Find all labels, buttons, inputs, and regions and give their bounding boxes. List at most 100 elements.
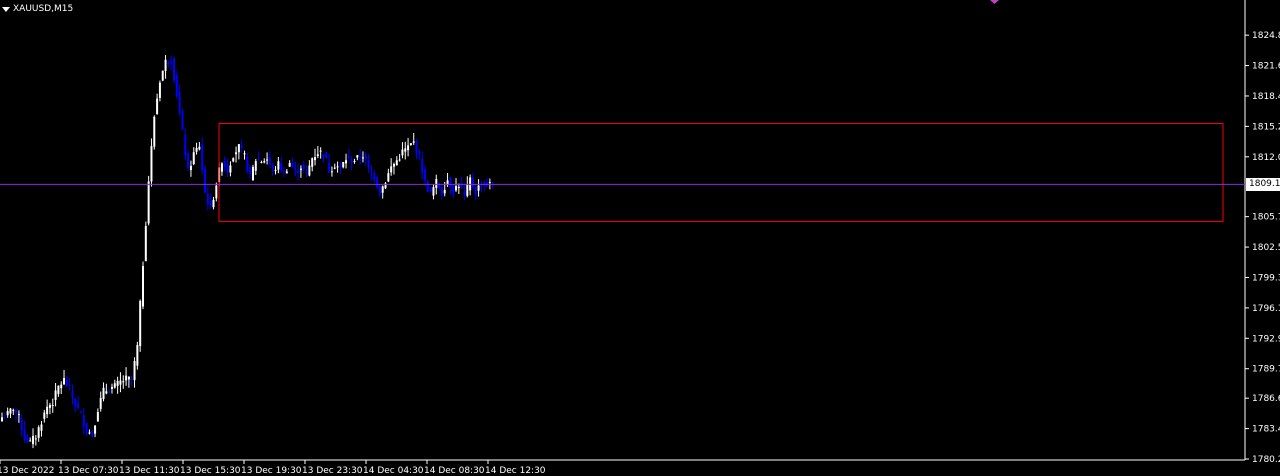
candle-body: [432, 187, 435, 196]
candle: [421, 151, 424, 180]
candle: [139, 299, 142, 352]
candle-body: [71, 391, 74, 398]
candle: [102, 382, 105, 402]
candle: [460, 177, 463, 190]
candle: [125, 367, 128, 386]
candle-body: [34, 438, 37, 440]
candle-body: [88, 432, 91, 434]
candle: [280, 157, 283, 173]
candle-body: [429, 187, 432, 192]
candle-body: [229, 165, 232, 173]
candle: [170, 55, 173, 71]
candle: [94, 424, 97, 438]
candle-body: [187, 153, 190, 169]
price-tick-label: 1802.5: [1252, 243, 1280, 253]
candle: [184, 128, 187, 161]
candle-body: [68, 385, 71, 387]
marker-icon[interactable]: [990, 0, 999, 4]
candle-body: [299, 168, 302, 171]
candle: [164, 54, 167, 79]
candle-body: [110, 386, 113, 389]
current-price-tag: 1809.1: [1246, 177, 1280, 191]
candle: [189, 160, 192, 177]
candle: [438, 182, 441, 190]
candle-body: [12, 409, 15, 411]
candle: [466, 176, 469, 198]
candle-body: [85, 422, 88, 434]
candle-body: [288, 162, 291, 167]
candle-body: [63, 378, 66, 385]
candle-body: [170, 62, 173, 64]
candle: [263, 158, 266, 164]
candle-body: [46, 406, 49, 415]
candle: [359, 148, 362, 165]
candle: [235, 146, 238, 163]
candle: [283, 166, 285, 178]
candle: [305, 165, 308, 178]
triangle-down-icon[interactable]: [2, 6, 10, 12]
candle: [440, 185, 443, 200]
candle-body: [3, 417, 6, 419]
candle: [105, 383, 108, 395]
candle: [376, 175, 379, 190]
time-tick-label: 14 Dec 04:30: [363, 466, 424, 476]
candle-body: [274, 169, 277, 171]
candle: [474, 184, 477, 201]
candle-body: [336, 166, 339, 168]
candle: [395, 156, 398, 166]
candle: [40, 420, 43, 437]
candle: [237, 144, 240, 160]
price-tick-label: 1815.2: [1252, 122, 1280, 132]
candle-body: [142, 266, 144, 307]
candle: [187, 150, 190, 171]
candle: [26, 434, 29, 444]
price-tick-label: 1812.0: [1252, 153, 1280, 163]
candle-body: [387, 173, 390, 182]
time-axis: 13 Dec 2022 13 Dec 07:30 13 Dec 11:30 13 De…: [0, 460, 546, 476]
overlays: [0, 0, 1245, 222]
candle: [483, 180, 486, 192]
candle-body: [226, 164, 229, 173]
symbol-bar[interactable]: XAUUSD,M15: [2, 2, 73, 16]
candle: [212, 196, 215, 210]
candle-body: [254, 161, 257, 171]
candle: [426, 179, 429, 193]
candle: [412, 132, 415, 145]
candle-body: [220, 163, 223, 172]
candle-body: [102, 387, 105, 400]
consolidation-zone[interactable]: [218, 123, 1224, 222]
candle-body: [82, 415, 85, 427]
candle-body: [409, 143, 412, 146]
candle-body: [156, 98, 159, 115]
candle-body: [361, 157, 364, 159]
candle: [381, 185, 384, 199]
candle: [339, 161, 342, 175]
candle-body: [99, 397, 102, 409]
time-tick-label: 13 Dec 2022: [0, 466, 55, 476]
candle-body: [204, 168, 207, 193]
time-tick-label: 14 Dec 08:30: [424, 466, 485, 476]
candle: [361, 151, 364, 163]
candle-body: [398, 159, 401, 161]
candle-body: [311, 158, 314, 167]
candle-body: [164, 59, 167, 72]
candle-body: [426, 181, 429, 192]
candle-body: [119, 380, 122, 385]
candle-body: [167, 62, 170, 64]
candle-body: [345, 160, 348, 164]
candle-body: [257, 159, 260, 161]
candle: [302, 161, 305, 173]
candle: [463, 183, 466, 201]
candle-body: [268, 156, 271, 165]
candle-body: [381, 186, 384, 193]
candle-body: [249, 166, 252, 174]
candle-body: [356, 155, 359, 158]
candle-body: [105, 391, 108, 394]
candle: [46, 399, 49, 419]
candle: [130, 375, 133, 387]
price-tick-label: 1789.7: [1252, 365, 1280, 375]
candle-body: [339, 164, 342, 167]
candle: [198, 141, 201, 151]
candle: [17, 410, 20, 423]
